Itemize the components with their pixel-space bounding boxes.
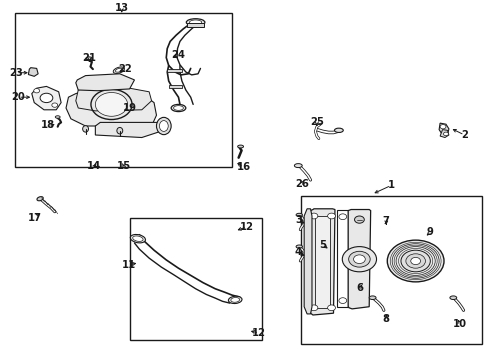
Ellipse shape [115, 68, 122, 72]
Bar [186, 23, 204, 27]
Ellipse shape [186, 19, 204, 26]
Text: 5: 5 [319, 240, 325, 250]
Text: 11: 11 [121, 260, 136, 270]
Polygon shape [32, 86, 61, 110]
Text: 12: 12 [252, 328, 265, 338]
Text: 9: 9 [426, 227, 433, 237]
Text: 2: 2 [460, 130, 467, 140]
Polygon shape [439, 130, 448, 138]
Text: 10: 10 [452, 319, 466, 329]
Text: 18: 18 [41, 120, 55, 130]
Polygon shape [310, 209, 334, 315]
Text: 25: 25 [309, 117, 323, 127]
Circle shape [309, 305, 317, 311]
Ellipse shape [171, 104, 185, 112]
Ellipse shape [294, 163, 302, 167]
Circle shape [405, 254, 425, 268]
Bar [167, 69, 182, 72]
Bar [300, 196, 481, 344]
Circle shape [353, 255, 365, 264]
Ellipse shape [156, 117, 171, 135]
Polygon shape [28, 68, 38, 76]
Circle shape [52, 103, 58, 107]
Circle shape [386, 240, 443, 282]
Bar [337, 210, 347, 307]
Text: 24: 24 [171, 50, 185, 60]
Text: 1: 1 [387, 180, 394, 190]
Ellipse shape [368, 296, 375, 300]
Ellipse shape [55, 116, 60, 118]
Text: 26: 26 [294, 179, 308, 189]
Text: 20: 20 [12, 92, 25, 102]
Bar [129, 218, 261, 340]
Ellipse shape [237, 145, 243, 148]
Ellipse shape [228, 296, 242, 303]
Ellipse shape [230, 297, 239, 302]
Polygon shape [76, 74, 134, 91]
Text: 8: 8 [382, 314, 389, 324]
Ellipse shape [113, 67, 124, 73]
Polygon shape [95, 122, 165, 138]
Polygon shape [66, 91, 156, 126]
Text: 3: 3 [294, 215, 301, 225]
Ellipse shape [189, 20, 202, 24]
Ellipse shape [449, 296, 456, 300]
Circle shape [439, 125, 445, 129]
Ellipse shape [159, 121, 168, 131]
Text: 14: 14 [87, 161, 102, 171]
Polygon shape [76, 88, 151, 111]
Text: 19: 19 [122, 103, 136, 113]
Bar [315, 216, 329, 308]
Ellipse shape [117, 127, 122, 134]
Circle shape [95, 93, 127, 116]
Ellipse shape [86, 57, 92, 60]
Text: 6: 6 [355, 283, 362, 293]
Text: 7: 7 [382, 216, 389, 226]
Text: 15: 15 [117, 161, 130, 171]
Circle shape [34, 89, 40, 93]
Ellipse shape [296, 245, 302, 248]
Circle shape [410, 257, 420, 265]
Ellipse shape [132, 236, 143, 242]
Bar [168, 85, 182, 88]
Text: 17: 17 [28, 213, 42, 223]
Text: 4: 4 [294, 247, 301, 257]
Text: 13: 13 [115, 3, 128, 13]
Circle shape [348, 251, 369, 267]
Text: 22: 22 [118, 64, 131, 74]
Bar [15, 13, 232, 167]
Ellipse shape [173, 106, 183, 111]
Circle shape [443, 132, 447, 136]
Ellipse shape [82, 126, 88, 132]
Circle shape [40, 93, 53, 103]
Circle shape [327, 213, 335, 219]
Ellipse shape [37, 197, 43, 201]
Ellipse shape [334, 128, 343, 132]
Text: 21: 21 [82, 53, 96, 63]
Ellipse shape [130, 234, 145, 243]
Polygon shape [304, 209, 311, 314]
Circle shape [327, 305, 335, 311]
Text: 12: 12 [240, 222, 253, 232]
Circle shape [338, 298, 346, 303]
Text: 16: 16 [236, 162, 250, 172]
Ellipse shape [296, 213, 302, 216]
Circle shape [400, 250, 429, 272]
Circle shape [309, 213, 317, 219]
Polygon shape [347, 210, 370, 309]
Circle shape [354, 216, 364, 223]
Text: 23: 23 [9, 68, 23, 78]
Circle shape [338, 214, 346, 220]
Polygon shape [438, 123, 448, 135]
Circle shape [342, 247, 376, 272]
